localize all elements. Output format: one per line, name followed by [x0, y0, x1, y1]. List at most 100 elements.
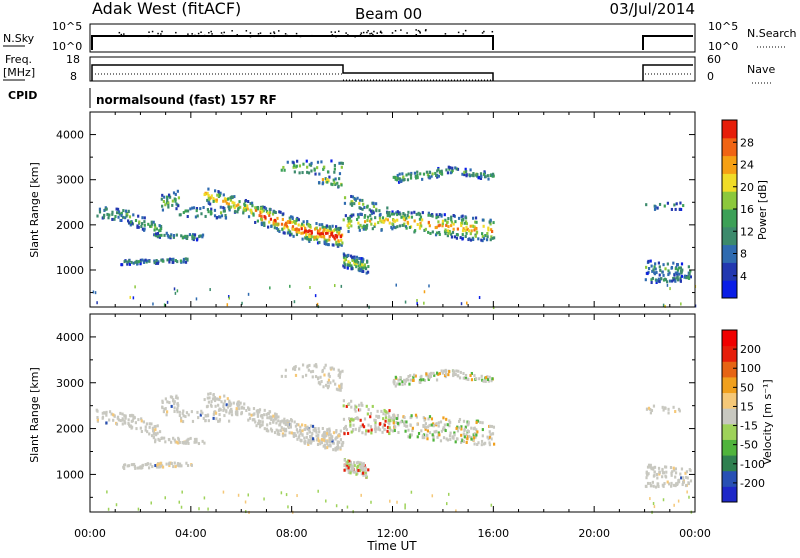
- nsky-point: [299, 35, 302, 38]
- echo-cell: [400, 179, 403, 183]
- echo-cell: [222, 209, 225, 213]
- echo-cell: [167, 201, 170, 205]
- echo-cell: [239, 205, 242, 209]
- echo-cell: [326, 380, 329, 384]
- echo-cell: [309, 286, 311, 290]
- echo-cell: [389, 419, 392, 423]
- echo-cell: [251, 204, 254, 208]
- echo-cell: [159, 224, 163, 228]
- echo-cell: [447, 225, 450, 229]
- echo-cell: [654, 262, 657, 266]
- echo-cell: [178, 410, 181, 414]
- echo-cell: [92, 290, 95, 294]
- echo-cell: [422, 424, 425, 428]
- echo-cell: [296, 430, 299, 434]
- echo-cell: [347, 260, 350, 264]
- colorbar-tick-label: 15: [740, 400, 754, 413]
- echo-cell: [649, 259, 652, 263]
- echo-cell: [657, 261, 661, 265]
- echo-cell: [164, 440, 167, 444]
- echo-cell: [260, 414, 264, 418]
- echo-cell: [358, 469, 362, 473]
- echo-cell: [270, 224, 273, 228]
- echo-cell: [646, 465, 650, 469]
- echo-cell: [337, 184, 340, 188]
- echo-cell: [485, 238, 489, 242]
- echo-cell: [331, 441, 334, 445]
- echo-cell: [185, 411, 189, 415]
- echo-cell: [309, 163, 313, 167]
- echo-cell: [679, 201, 682, 205]
- echo-cell: [377, 427, 380, 431]
- echo-cell: [144, 258, 147, 262]
- echo-cell: [186, 464, 190, 468]
- echo-cell: [182, 260, 185, 264]
- echo-cell: [689, 269, 692, 273]
- echo-cell: [215, 417, 218, 421]
- echo-cell: [440, 429, 443, 433]
- echo-cell: [687, 482, 690, 486]
- echo-cell: [142, 260, 146, 264]
- echo-cell: [430, 174, 433, 178]
- echo-cell: [328, 437, 331, 441]
- echo-cell: [268, 213, 271, 217]
- echo-cell: [370, 500, 372, 504]
- echo-cell: [436, 169, 439, 173]
- echo-cell: [225, 197, 229, 201]
- echo-cell: [449, 420, 452, 424]
- echo-cell: [170, 462, 173, 466]
- echo-cell: [654, 485, 658, 489]
- velocity-ylabel: Slant Range [km]: [28, 367, 41, 463]
- echo-cell: [214, 411, 218, 415]
- echo-cell: [158, 235, 161, 239]
- nsky-point: [148, 31, 150, 33]
- echo-cell: [273, 210, 276, 214]
- echo-cell: [469, 168, 472, 172]
- echo-cell: [309, 424, 313, 428]
- echo-cell: [207, 392, 210, 396]
- echo-cell: [194, 215, 198, 219]
- echo-cell: [306, 365, 309, 369]
- echo-cell: [208, 396, 211, 400]
- echo-cell: [345, 466, 348, 470]
- echo-cell: [151, 426, 154, 430]
- echo-cell: [316, 231, 320, 235]
- echo-cell: [438, 223, 441, 227]
- echo-cell: [263, 427, 266, 431]
- colorbar-swatch: [722, 408, 737, 425]
- echo-cell: [424, 227, 427, 231]
- echo-cell: [136, 466, 139, 470]
- echo-cell: [393, 382, 396, 386]
- echo-cell: [276, 432, 279, 436]
- echo-cell: [152, 302, 154, 306]
- echo-cell: [339, 234, 342, 238]
- echo-cell: [438, 230, 441, 234]
- echo-cell: [215, 198, 218, 202]
- echo-cell: [650, 409, 654, 413]
- echo-cell: [423, 418, 426, 422]
- echo-cell: [468, 434, 471, 438]
- echo-cell: [338, 177, 341, 181]
- echo-cell: [166, 258, 169, 262]
- echo-cell: [426, 437, 429, 441]
- echo-cell: [399, 376, 402, 380]
- echo-cell: [466, 227, 469, 231]
- echo-cell: [652, 501, 655, 505]
- echo-cell: [167, 205, 170, 209]
- echo-cell: [672, 276, 675, 280]
- colorbar-swatch: [722, 209, 737, 228]
- echo-cell: [195, 440, 198, 444]
- nsky-point: [180, 35, 183, 37]
- echo-cell: [193, 440, 196, 444]
- echo-cell: [364, 267, 368, 271]
- echo-cell: [461, 439, 464, 443]
- echo-cell: [474, 216, 478, 220]
- echo-cell: [387, 418, 390, 422]
- echo-cell: [174, 192, 177, 196]
- echo-cell: [260, 210, 263, 214]
- echo-cell: [298, 429, 302, 433]
- echo-cell: [476, 430, 479, 434]
- echo-cell: [361, 259, 364, 263]
- echo-cell: [477, 176, 480, 180]
- echo-cell: [361, 464, 364, 468]
